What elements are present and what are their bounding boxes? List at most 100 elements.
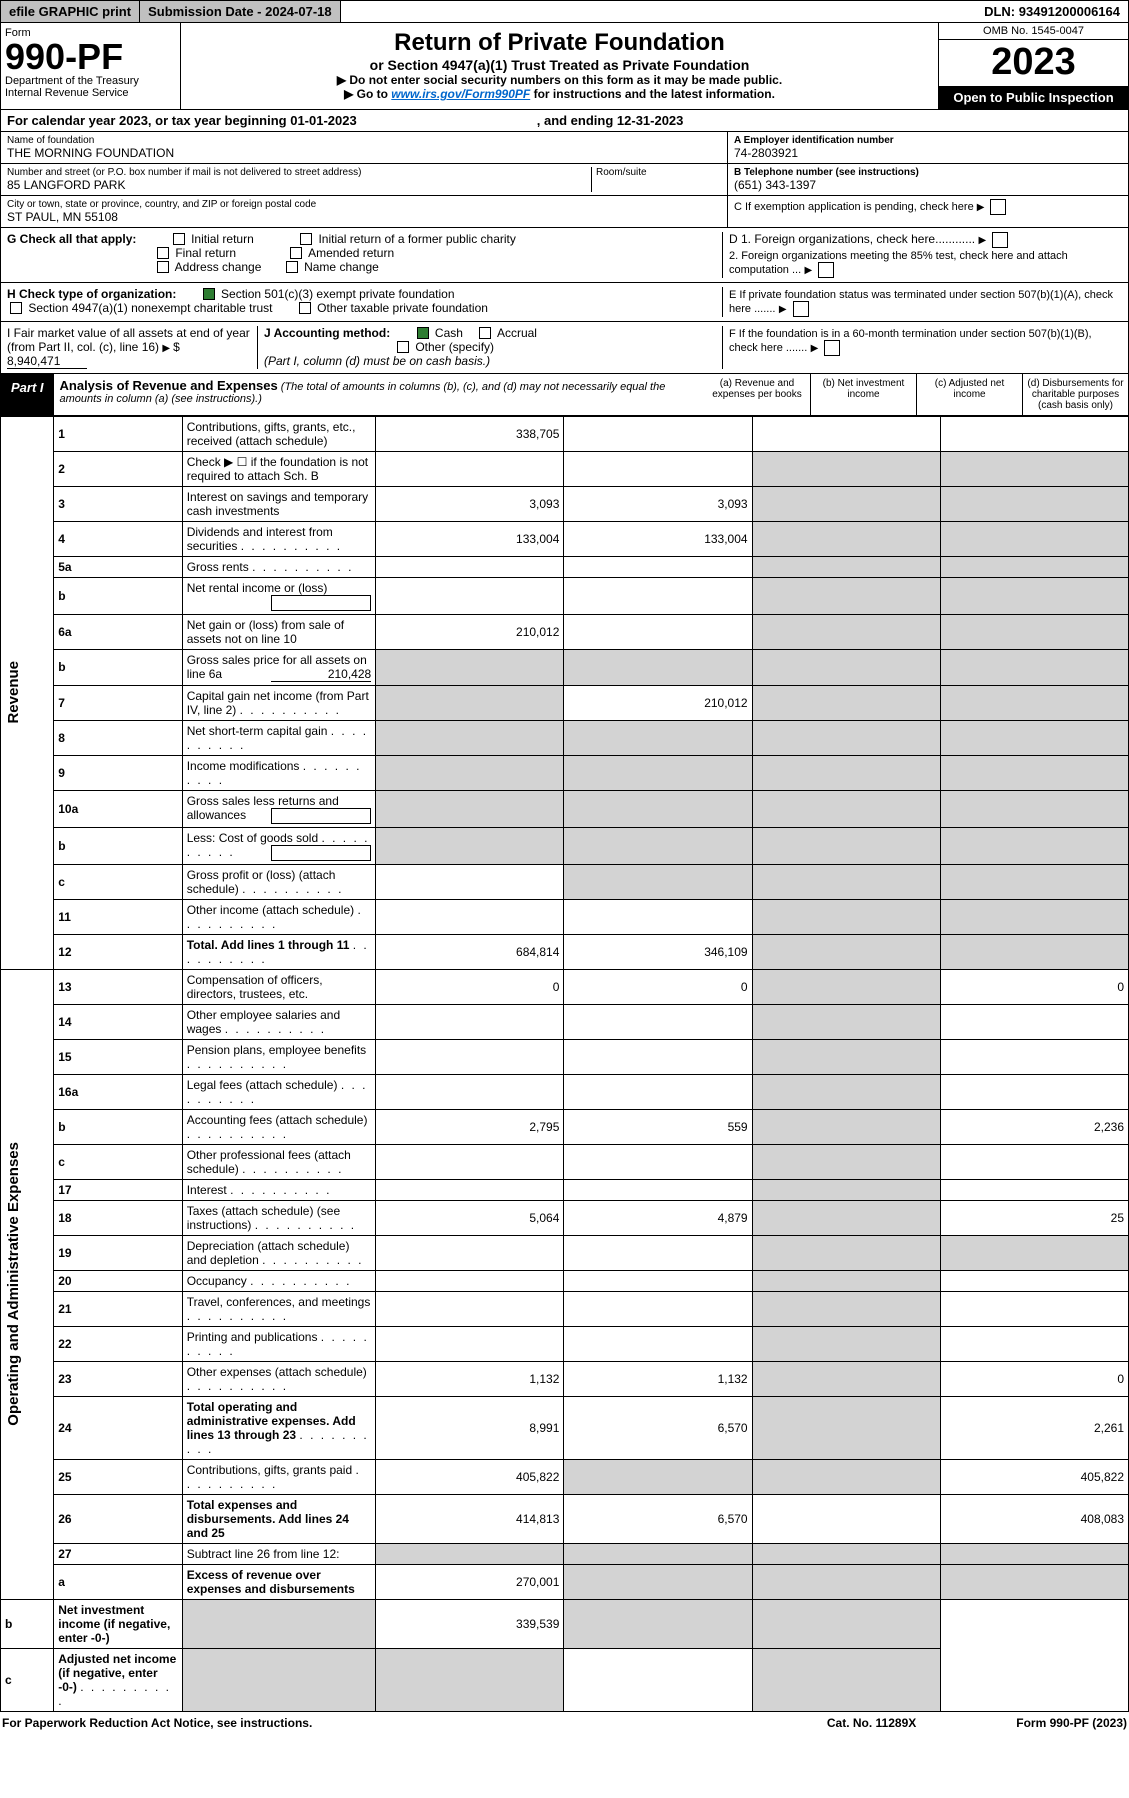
form-number: 990-PF [5, 39, 176, 75]
cell-value: 405,822 [376, 1459, 564, 1494]
foundation-name-row: Name of foundation THE MORNING FOUNDATIO… [1, 132, 727, 164]
cell-value [752, 614, 940, 649]
row-desc: Depreciation (attach schedule) and deple… [182, 1235, 376, 1270]
cell-value [940, 1543, 1128, 1564]
check-address[interactable] [157, 261, 169, 273]
cell-value [940, 755, 1128, 790]
cell-value [182, 1599, 376, 1648]
table-row: 7Capital gain net income (from Part IV, … [1, 685, 1129, 720]
table-row: 9Income modifications [1, 755, 1129, 790]
row-desc: Other employee salaries and wages [182, 1004, 376, 1039]
cell-value [564, 827, 752, 864]
row-num: 9 [54, 755, 182, 790]
check-section-ij: I Fair market value of all assets at end… [0, 322, 1129, 374]
table-row: cGross profit or (loss) (attach schedule… [1, 864, 1129, 899]
check-initial[interactable] [173, 233, 185, 245]
cell-value [564, 451, 752, 486]
check-d1[interactable] [992, 232, 1008, 248]
check-other-tax[interactable] [299, 302, 311, 314]
cell-value: 133,004 [564, 521, 752, 556]
part1-header: Part I Analysis of Revenue and Expenses … [0, 374, 1129, 416]
omb-number: OMB No. 1545-0047 [939, 23, 1128, 40]
cell-value [940, 934, 1128, 969]
revenue-label: Revenue [1, 416, 54, 969]
cell-value [940, 1291, 1128, 1326]
table-row: aExcess of revenue over expenses and dis… [1, 1564, 1129, 1599]
cell-value [940, 1179, 1128, 1200]
cal-begin: For calendar year 2023, or tax year begi… [7, 113, 357, 128]
calendar-year-row: For calendar year 2023, or tax year begi… [0, 110, 1129, 132]
check-amended[interactable] [290, 247, 302, 259]
row-num: 5a [54, 556, 182, 577]
col-c-header: (c) Adjusted net income [916, 374, 1022, 415]
check-final[interactable] [157, 247, 169, 259]
cell-value [752, 790, 940, 827]
irs-label: Internal Revenue Service [5, 87, 176, 99]
cell-value: 2,795 [376, 1109, 564, 1144]
row-desc: Check ▶ ☐ if the foundation is not requi… [182, 451, 376, 486]
check-d2[interactable] [818, 262, 834, 278]
cell-value [940, 614, 1128, 649]
row-desc: Total operating and administrative expen… [182, 1396, 376, 1459]
main-table: Revenue1Contributions, gifts, grants, et… [0, 416, 1129, 1712]
cell-value [752, 486, 940, 521]
cell-value [376, 790, 564, 827]
table-row: bNet investment income (if negative, ent… [1, 1599, 1129, 1648]
row-num: 20 [54, 1270, 182, 1291]
fmv-value: 8,940,471 [7, 354, 87, 369]
check-initial-former[interactable] [300, 233, 312, 245]
check-name[interactable] [286, 261, 298, 273]
form-header: Form 990-PF Department of the Treasury I… [0, 23, 1129, 110]
table-row: bNet rental income or (loss) [1, 577, 1129, 614]
tax-year: 2023 [939, 40, 1128, 86]
cell-value: 4,879 [564, 1200, 752, 1235]
cell-value: 339,539 [376, 1599, 564, 1648]
table-row: 17Interest [1, 1179, 1129, 1200]
row-desc: Taxes (attach schedule) (see instruction… [182, 1200, 376, 1235]
footer-cat: Cat. No. 11289X [827, 1716, 916, 1730]
footer-right: Form 990-PF (2023) [1016, 1716, 1127, 1730]
checkbox-c[interactable] [990, 199, 1006, 215]
row-desc: Subtract line 26 from line 12: [182, 1543, 376, 1564]
check-e[interactable] [793, 301, 809, 317]
footer-left: For Paperwork Reduction Act Notice, see … [2, 1716, 312, 1730]
exemption-row: C If exemption application is pending, c… [728, 196, 1128, 218]
row-desc: Net short-term capital gain [182, 720, 376, 755]
efile-label: efile GRAPHIC print [1, 1, 140, 22]
top-bar: efile GRAPHIC print Submission Date - 20… [0, 0, 1129, 23]
row-num: 12 [54, 934, 182, 969]
cell-value [376, 1270, 564, 1291]
check-accrual[interactable] [479, 327, 491, 339]
info-section: Name of foundation THE MORNING FOUNDATIO… [0, 132, 1129, 228]
cell-value [940, 790, 1128, 827]
cell-value [376, 649, 564, 685]
header-left: Form 990-PF Department of the Treasury I… [1, 23, 181, 109]
cell-value: 559 [564, 1109, 752, 1144]
cell-value [564, 864, 752, 899]
row-num: 26 [54, 1494, 182, 1543]
cell-value: 405,822 [940, 1459, 1128, 1494]
cell-value [940, 1144, 1128, 1179]
row-desc: Gross sales less returns and allowances [182, 790, 376, 827]
check-4947[interactable] [10, 302, 22, 314]
cell-value [564, 1599, 752, 1648]
cell-value: 25 [940, 1200, 1128, 1235]
cell-value [940, 451, 1128, 486]
address-row: Number and street (or P.O. box number if… [1, 164, 727, 196]
table-row: 20Occupancy [1, 1270, 1129, 1291]
check-cash[interactable] [417, 327, 429, 339]
row-desc: Dividends and interest from securities [182, 521, 376, 556]
e-section: E If private foundation status was termi… [722, 287, 1122, 317]
cell-value: 133,004 [376, 521, 564, 556]
table-row: 6aNet gain or (loss) from sale of assets… [1, 614, 1129, 649]
column-headers: (a) Revenue and expenses per books (b) N… [704, 374, 1128, 415]
cell-value [940, 577, 1128, 614]
check-501c3[interactable] [203, 288, 215, 300]
open-public: Open to Public Inspection [939, 86, 1128, 109]
check-other-method[interactable] [397, 341, 409, 353]
table-row: 27Subtract line 26 from line 12: [1, 1543, 1129, 1564]
cell-value [940, 827, 1128, 864]
check-f[interactable] [824, 340, 840, 356]
cell-value [376, 899, 564, 934]
irs-link[interactable]: www.irs.gov/Form990PF [391, 87, 530, 101]
